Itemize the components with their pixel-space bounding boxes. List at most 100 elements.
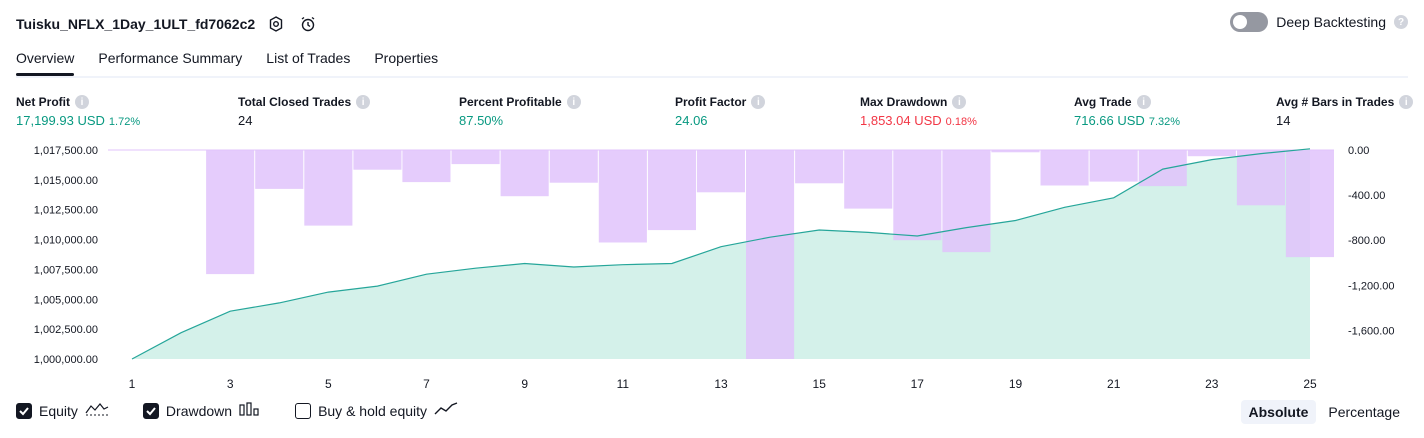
equity-drawdown-chart[interactable]: 1,017,500.00 1,015,000.00 1,012,500.00 1,01…: [0, 138, 1424, 392]
metric-label: Percent Profitable i: [459, 94, 581, 110]
help-icon[interactable]: ?: [1394, 15, 1408, 29]
metric-profit-factor: Profit Factor i 24.06: [675, 94, 766, 128]
metric-label: Max Drawdown i: [860, 94, 977, 110]
y-left-tick-label: 1,007,500.00: [34, 264, 98, 276]
equity-area: [132, 148, 1310, 359]
metric-value: 17,199.93 USD 1.72%: [16, 113, 140, 128]
x-tick-label: 9: [521, 377, 528, 391]
drawdown-bar: [844, 150, 893, 209]
deep-backtesting-toggle[interactable]: [1230, 12, 1269, 32]
metric-label-text: Percent Profitable: [459, 95, 562, 109]
metric-value: 1,853.04 USD 0.18%: [860, 113, 977, 128]
metric-value-text: 716.66 USD: [1074, 113, 1145, 128]
chart-legend: Equity Drawdown Buy & hold equity: [16, 402, 492, 419]
drawdown-bar: [304, 150, 353, 226]
toggle-knob: [1233, 15, 1248, 29]
metric-label: Profit Factor i: [675, 94, 766, 110]
drawdown-bar: [893, 150, 942, 241]
x-tick-label: 17: [911, 377, 925, 391]
buy-hold-checkbox[interactable]: [295, 402, 312, 419]
drawdown-bar: [991, 150, 1040, 153]
drawdown-bars-icon: [239, 402, 261, 419]
drawdown-bar: [598, 150, 647, 243]
metric-label: Total Closed Trades i: [238, 94, 371, 110]
drawdown-bar: [402, 150, 451, 183]
tab-performance-summary[interactable]: Performance Summary: [98, 50, 243, 66]
legend-drawdown[interactable]: Drawdown: [142, 402, 261, 419]
metric-net-profit: Net Profit i 17,199.93 USD 1.72%: [16, 94, 140, 128]
x-tick-label: 1: [129, 377, 136, 391]
drawdown-checkbox[interactable]: [142, 402, 159, 419]
legend-buy-hold-equity[interactable]: Buy & hold equity: [295, 402, 458, 419]
y-left-tick-label: 1,017,500.00: [34, 145, 98, 157]
percentage-button[interactable]: Percentage: [1328, 404, 1400, 420]
drawdown-bar: [353, 150, 402, 170]
legend-equity[interactable]: Equity: [16, 402, 109, 419]
metric-total-closed-trades: Total Closed Trades i 24: [238, 94, 371, 128]
y-left-tick-label: 1,015,000.00: [34, 175, 98, 187]
drawdown-bar: [1138, 150, 1187, 187]
metric-label-text: Profit Factor: [675, 95, 747, 109]
metric-value-text: 24.06: [675, 113, 708, 128]
drawdown-bar: [795, 150, 844, 184]
drawdown-bar: [746, 150, 795, 359]
metric-label-text: Avg # Bars in Trades: [1276, 95, 1395, 109]
metric-value-text: 17,199.93 USD: [16, 113, 105, 128]
metric-value-text: 24: [238, 113, 253, 128]
value-mode-switch: Absolute Percentage: [1240, 400, 1409, 424]
drawdown-bar: [206, 150, 255, 275]
y-right-tick-label: -800.00: [1348, 235, 1385, 247]
drawdown-bar: [1040, 150, 1089, 186]
deep-backtesting-control: Deep Backtesting ?: [1230, 12, 1408, 32]
metric-label: Net Profit i: [16, 94, 140, 110]
drawdown-bar: [1089, 150, 1138, 182]
drawdown-bar: [255, 150, 304, 189]
info-icon[interactable]: i: [566, 95, 581, 109]
absolute-button[interactable]: Absolute: [1240, 400, 1317, 424]
drawdown-bar: [549, 150, 598, 183]
info-icon[interactable]: i: [1136, 95, 1151, 109]
y-left-tick-label: 1,000,000.00: [34, 354, 98, 366]
info-icon[interactable]: i: [1399, 95, 1414, 109]
metric-label: Avg Trade i: [1074, 94, 1180, 110]
drawdown-bar: [1285, 150, 1334, 258]
alarm-clock-icon[interactable]: [297, 13, 319, 35]
x-tick-label: 11: [617, 377, 630, 391]
metric-label-text: Total Closed Trades: [238, 95, 352, 109]
buy-hold-line-icon: [434, 402, 458, 419]
metric-percent: 0.18%: [945, 116, 977, 128]
tab-properties[interactable]: Properties: [374, 50, 439, 66]
y-right-tick-label: -400.00: [1348, 190, 1385, 202]
info-icon[interactable]: i: [751, 95, 766, 109]
metric-label: Avg # Bars in Trades i: [1276, 94, 1414, 110]
deep-backtesting-label: Deep Backtesting: [1276, 14, 1386, 30]
tab-list-of-trades[interactable]: List of Trades: [266, 50, 351, 66]
x-tick-label: 25: [1303, 377, 1317, 391]
metric-value-text: 87.50%: [459, 113, 504, 128]
x-tick-label: 21: [1107, 377, 1121, 391]
info-icon[interactable]: i: [952, 95, 967, 109]
legend-label: Equity: [39, 402, 78, 419]
y-left-tick-label: 1,005,000.00: [34, 294, 98, 306]
metric-value: 14: [1276, 113, 1413, 128]
report-header: Tuisku_NFLX_1Day_1ULT_fd7062c2: [16, 12, 319, 36]
metric-percent: 7.32%: [1148, 116, 1181, 128]
settings-icon[interactable]: [265, 13, 287, 35]
x-tick-label: 7: [423, 377, 430, 391]
y-left-tick-label: 1,010,000.00: [34, 235, 98, 247]
y-left-tick-label: 1,012,500.00: [34, 205, 98, 217]
strategy-title: Tuisku_NFLX_1Day_1ULT_fd7062c2: [16, 16, 256, 32]
metric-label-text: Max Drawdown: [860, 95, 948, 109]
info-icon[interactable]: i: [356, 95, 371, 109]
metric-value-text: 1,853.04 USD: [860, 113, 942, 128]
drawdown-bar: [942, 150, 991, 253]
drawdown-bar: [696, 150, 745, 193]
equity-checkbox[interactable]: [16, 402, 32, 419]
drawdown-bar: [647, 150, 696, 231]
tab-overview[interactable]: Overview: [16, 44, 75, 76]
info-icon[interactable]: i: [75, 95, 89, 109]
x-tick-label: 3: [227, 377, 234, 391]
metric-avg-bars-in-trades: Avg # Bars in Trades i 14: [1276, 94, 1414, 128]
metric-value-text: 14: [1276, 113, 1291, 128]
drawdown-bar: [451, 150, 500, 165]
